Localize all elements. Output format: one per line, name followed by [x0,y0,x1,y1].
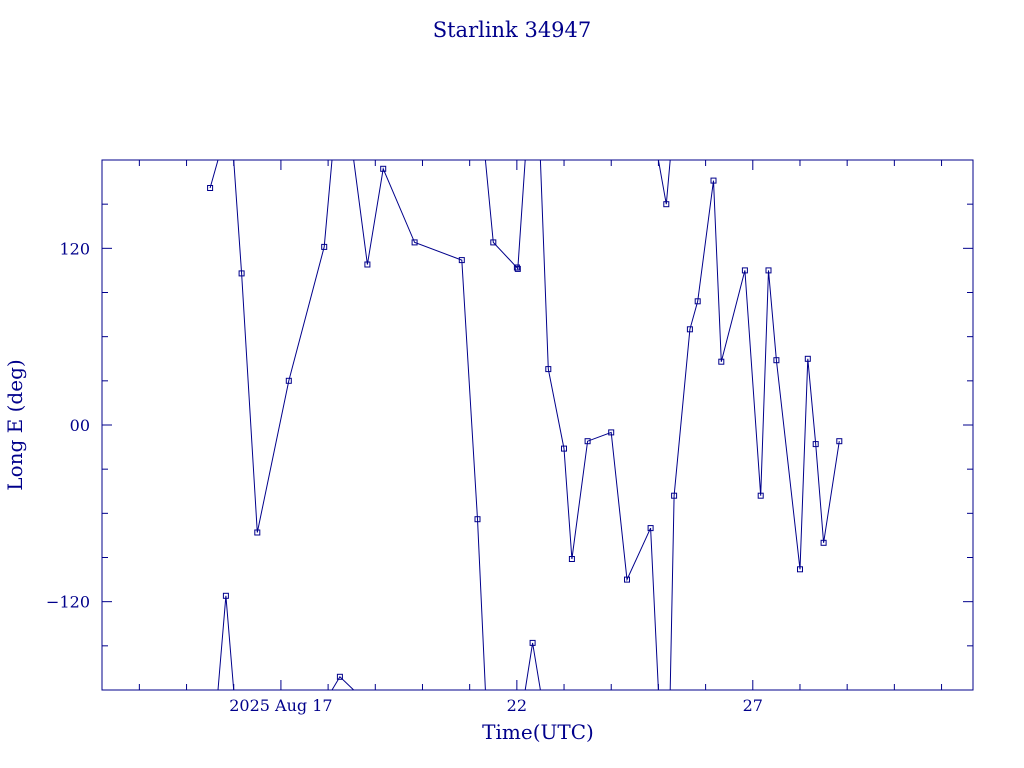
y-axis-label: Long E (deg) [3,359,27,490]
data-point-11 [474,516,481,523]
data-point-35 [812,441,819,448]
data-point-36 [820,539,827,546]
data-point-33 [797,566,803,573]
data-point-3 [254,529,261,536]
data-point-31 [765,267,772,274]
data-point-34 [804,355,811,362]
y-tick-labels: 120 00 −120 [46,239,90,611]
chart-title: Starlink 34947 [433,18,592,42]
data-point-9 [411,239,418,246]
data-point-22 [647,525,654,532]
plot-area: 2025 Aug 17 22 27 120 00 −120 [46,159,974,715]
y-tick-label-1: 00 [70,416,90,435]
data-point-14 [514,265,521,272]
x-axis-label: Time(UTC) [482,720,594,744]
data-point-32 [773,357,780,364]
data-point-0 [207,185,214,191]
data-point-15 [529,639,536,646]
series-markers [207,165,843,680]
data-point-17 [561,445,567,452]
x-tick-label-0: 2025 Aug 17 [229,696,332,715]
x-tick-label-1: 22 [507,696,527,715]
data-point-13 [513,264,520,271]
data-point-28 [718,358,725,365]
data-point-21 [624,576,630,583]
minor-ticks [102,160,973,690]
data-point-18 [568,556,575,562]
x-tick-label-2: 27 [743,696,763,715]
y-tick-label-0: 120 [59,239,90,258]
data-point-27 [710,177,717,184]
data-point-30 [757,492,764,499]
data-point-10 [458,257,465,264]
plot-frame [101,159,974,691]
data-point-37 [836,438,843,445]
data-point-26 [694,298,701,305]
data-point-5 [321,243,328,250]
data-point-19 [584,438,591,445]
data-point-8 [380,165,387,172]
x-tick-labels: 2025 Aug 17 22 27 [229,696,763,715]
data-point-1 [222,592,229,599]
y-tick-label-2: −120 [46,593,90,612]
data-point-24 [671,492,678,499]
data-point-16 [545,366,552,373]
series-line [209,160,840,690]
data-point-12 [490,239,497,246]
data-point-29 [741,267,748,274]
data-point-6 [336,673,343,680]
data-point-25 [686,326,693,333]
series-lines [209,160,840,690]
data-point-20 [608,429,615,436]
data-point-2 [238,270,245,277]
data-point-7 [364,261,371,268]
data-point-4 [285,377,292,384]
data-point-23 [663,201,670,208]
